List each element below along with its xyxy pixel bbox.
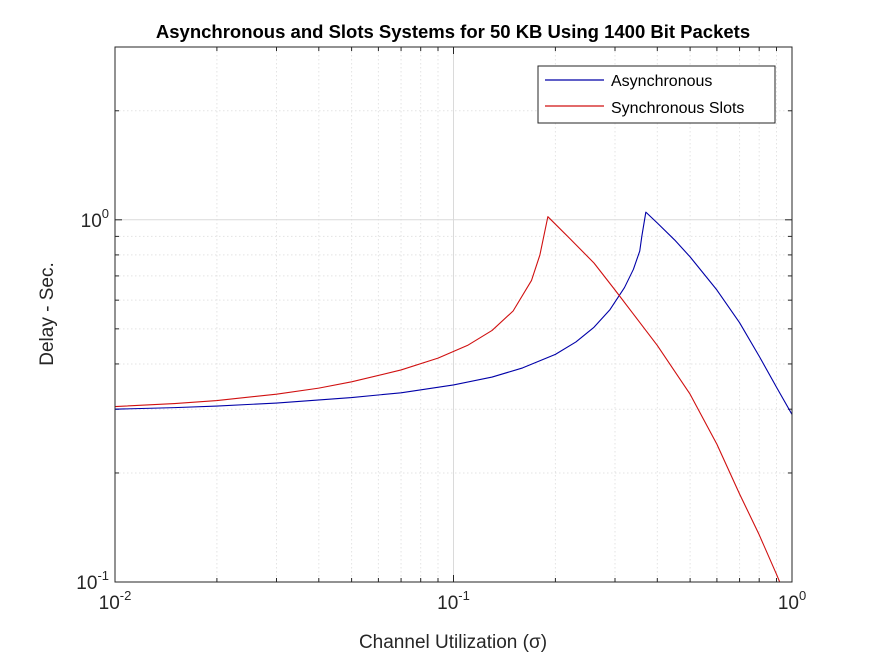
plot-frame — [114, 46, 793, 583]
legend: Asynchronous Synchronous Slots — [537, 65, 776, 124]
series-lines — [115, 211, 792, 582]
x-tick-label: 10-2 — [99, 588, 132, 614]
legend-label-asynchronous: Asynchronous — [611, 73, 712, 90]
chart-title: Asynchronous and Slots Systems for 50 KB… — [156, 21, 750, 42]
y-tick-label: 10-1 — [76, 568, 109, 594]
legend-box — [537, 65, 776, 124]
x-tick-label: 100 — [778, 588, 806, 614]
series-line-synchronous-slots — [115, 216, 781, 582]
y-axis-label: Delay - Sec. — [37, 262, 58, 365]
series-line-asynchronous — [115, 211, 792, 415]
y-tick-label: 100 — [81, 206, 109, 232]
legend-label-synchronous-slots: Synchronous Slots — [611, 100, 744, 117]
x-axis-label: Channel Utilization (σ) — [359, 632, 547, 653]
x-tick-label: 10-1 — [437, 588, 470, 614]
